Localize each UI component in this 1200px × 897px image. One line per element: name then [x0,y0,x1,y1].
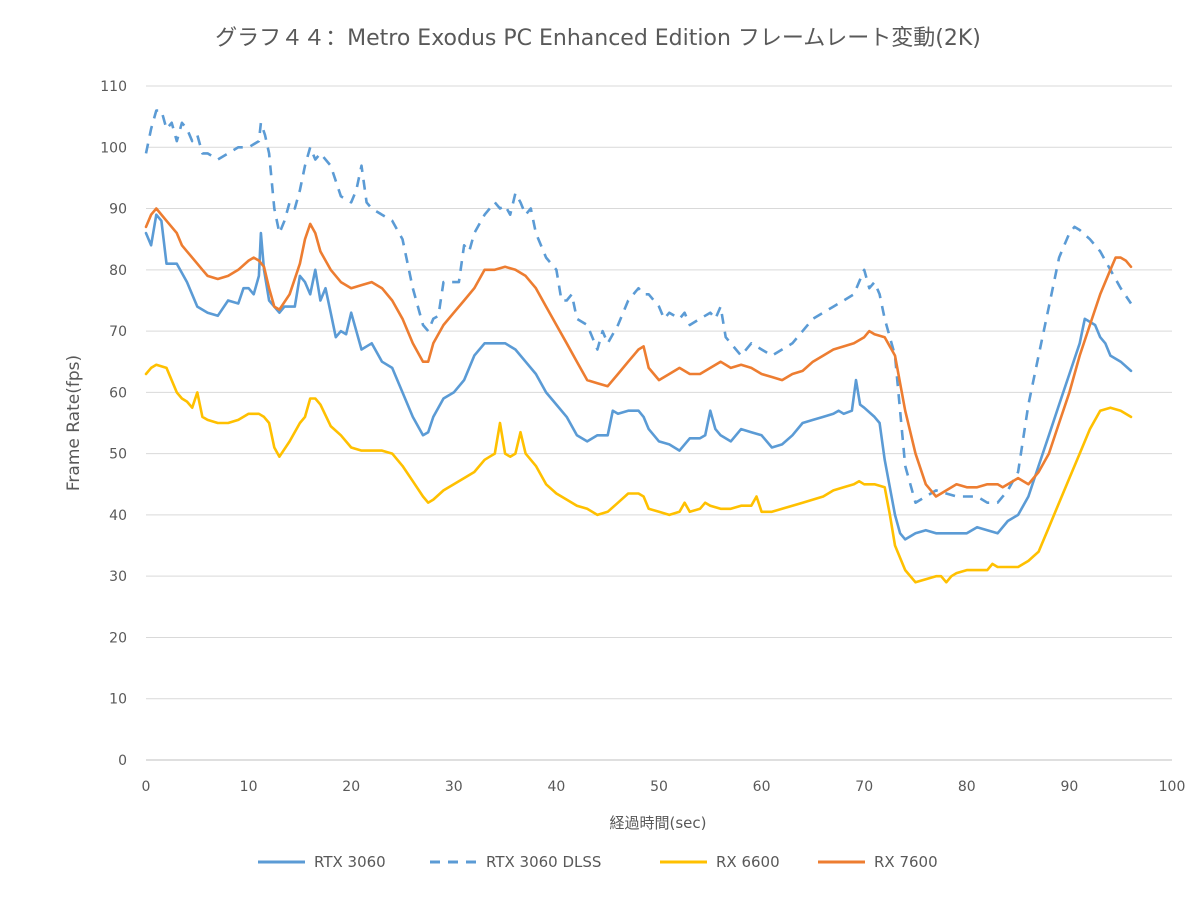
y-tick-label: 60 [109,385,127,401]
legend-label: RX 7600 [874,853,938,871]
legend: RTX 3060 RTX 3060 DLSS RX 6600 RX 7600 [258,853,938,871]
x-tick-label: 50 [650,779,668,795]
series-lines [144,109,1133,584]
x-tick-label: 90 [1060,779,1078,795]
y-tick-label: 30 [109,569,127,585]
x-tick-label: 40 [547,779,565,795]
legend-label: RTX 3060 DLSS [486,853,601,871]
y-tick-label: 70 [109,324,127,340]
grid-lines [146,85,1172,761]
legend-label: RX 6600 [716,853,780,871]
x-tick-label: 30 [445,779,463,795]
y-tick-label: 0 [118,753,127,769]
x-tick-label: 10 [240,779,258,795]
chart-title: グラフ４４：Metro Exodus PC Enhanced Edition フ… [215,26,981,51]
y-tick-label: 40 [109,508,127,524]
x-tick-label: 100 [1159,779,1186,795]
x-tick-label: 80 [958,779,976,795]
x-tick-label: 0 [142,779,151,795]
series-line-rx-7600 [144,207,1133,498]
series-line-rx-6600 [144,363,1133,584]
y-tick-label: 50 [109,447,127,463]
x-tick-label: 70 [855,779,873,795]
y-tick-label: 10 [109,692,127,708]
x-tick-label: 20 [342,779,360,795]
y-axis-label: Frame Rate(fps) [64,355,84,491]
series-line-rtx-3060-dlss [144,109,1133,504]
legend-label: RTX 3060 [314,853,386,871]
y-tick-label: 20 [109,630,127,646]
y-tick-label: 110 [100,79,127,95]
y-tick-label: 90 [109,202,127,218]
x-axis-label: 経過時間(sec) [610,814,707,832]
x-tick-label: 60 [753,779,771,795]
y-tick-label: 80 [109,263,127,279]
y-tick-label: 100 [100,140,127,156]
axes: 0 10 20 30 40 50 60 70 80 90 100 110 0 10 20 30 40 50 60 70… [100,79,1185,795]
series-line-rtx-3060 [144,213,1133,541]
